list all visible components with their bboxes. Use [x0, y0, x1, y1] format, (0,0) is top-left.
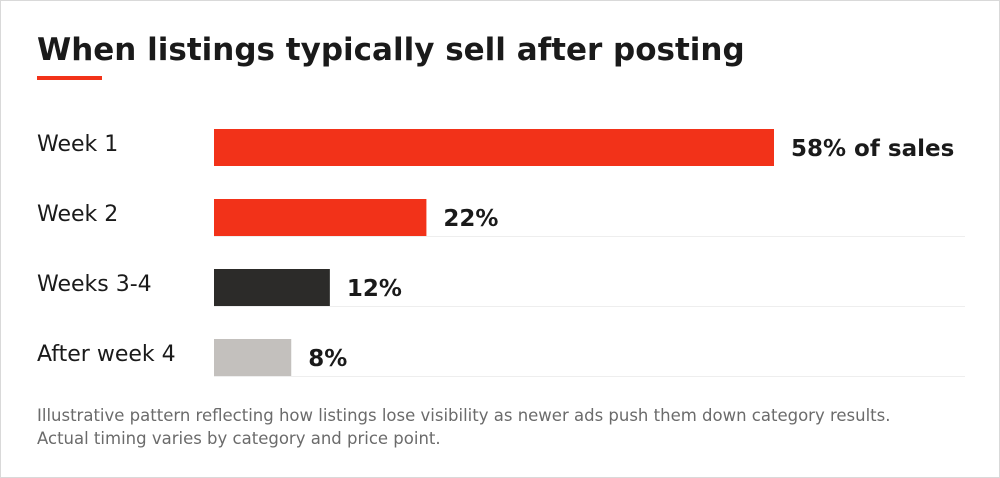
category-label: Week 1 [37, 132, 118, 157]
footnote: Illustrative pattern reflecting how list… [37, 406, 891, 448]
category-label: Weeks 3-4 [37, 272, 152, 297]
value-label: 12% [347, 276, 402, 302]
bar [214, 129, 774, 166]
value-label: 58% of sales [791, 136, 954, 162]
value-label: 8% [308, 346, 347, 372]
title-accent-rule [37, 76, 102, 80]
category-label: Week 2 [37, 202, 118, 227]
bar [214, 269, 330, 306]
bar [214, 339, 292, 376]
chart-title: When listings typically sell after posti… [37, 32, 745, 68]
bar [214, 199, 427, 236]
value-label: 22% [443, 206, 498, 232]
bar-chart: Week 1 58% of sales Week 2 22% Weeks 3-4 12% A… [37, 129, 965, 377]
category-label: After week 4 [37, 342, 176, 367]
